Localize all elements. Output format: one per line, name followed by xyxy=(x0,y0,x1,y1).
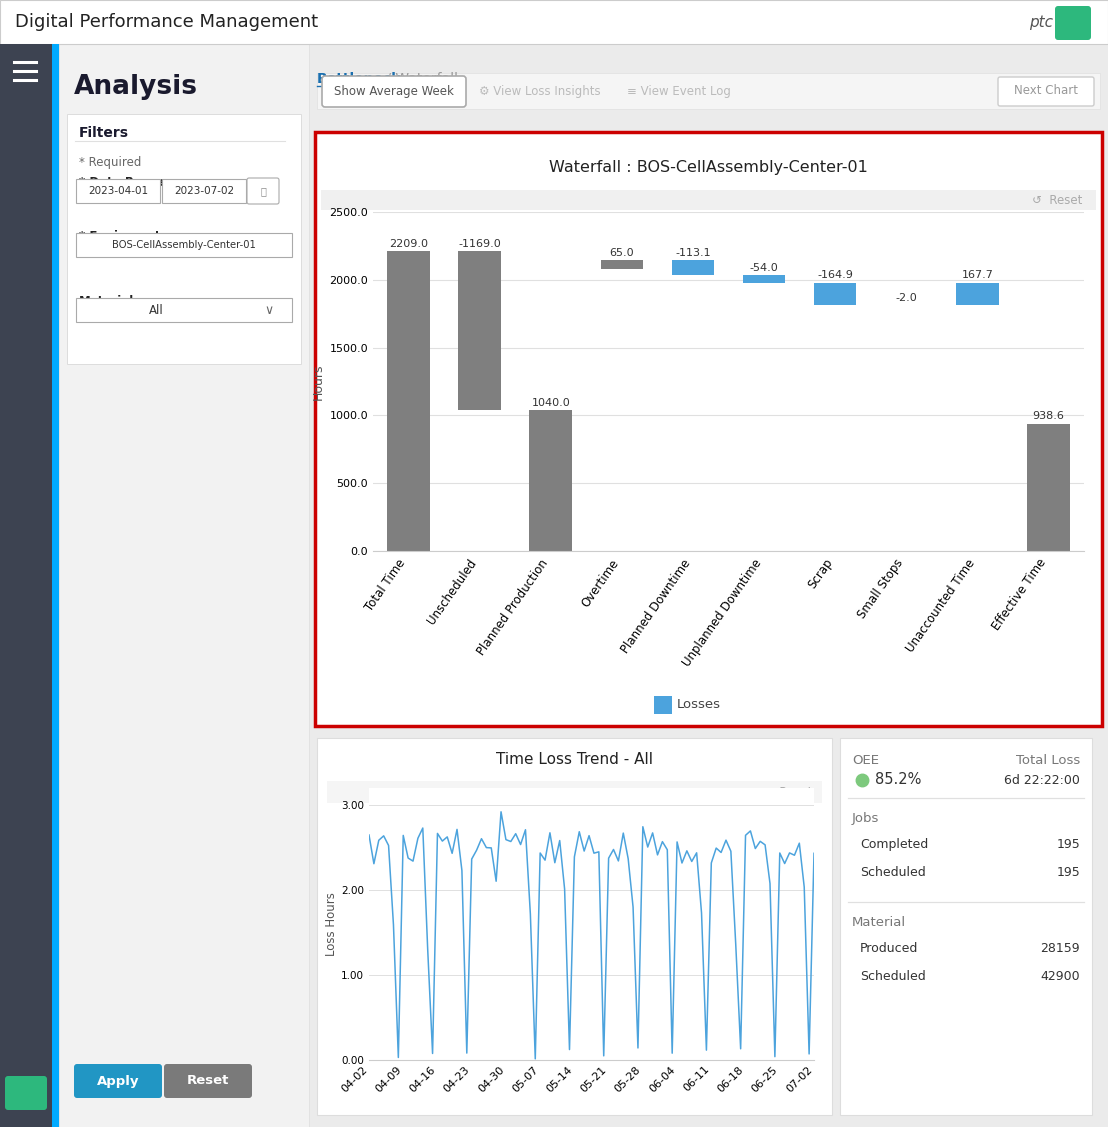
Y-axis label: Hours: Hours xyxy=(312,363,326,400)
Text: Bottleneck: Bottleneck xyxy=(317,72,401,86)
Text: ≡ View Event Log: ≡ View Event Log xyxy=(627,85,731,98)
FancyBboxPatch shape xyxy=(315,132,1102,726)
Text: ⊕: ⊕ xyxy=(737,786,747,799)
FancyBboxPatch shape xyxy=(6,1076,47,1110)
FancyBboxPatch shape xyxy=(1055,6,1091,39)
FancyBboxPatch shape xyxy=(317,738,832,1115)
Text: 1040.0: 1040.0 xyxy=(532,398,571,408)
FancyBboxPatch shape xyxy=(247,178,279,204)
Text: Digital Performance Management: Digital Performance Management xyxy=(16,14,318,32)
Text: Show Average Week: Show Average Week xyxy=(335,85,454,98)
FancyBboxPatch shape xyxy=(52,44,59,1127)
Bar xyxy=(459,251,501,410)
FancyBboxPatch shape xyxy=(327,781,822,804)
Bar xyxy=(601,260,643,269)
Text: Jobs: Jobs xyxy=(852,811,880,825)
FancyBboxPatch shape xyxy=(76,233,293,257)
Text: -1169.0: -1169.0 xyxy=(459,239,501,249)
Text: Produced: Produced xyxy=(860,942,919,955)
Text: Scheduled: Scheduled xyxy=(860,866,926,879)
Text: Waterfall : BOS-CellAssembly-Center-01: Waterfall : BOS-CellAssembly-Center-01 xyxy=(550,160,868,175)
Text: BOS-CellAssembly-Center-01: BOS-CellAssembly-Center-01 xyxy=(112,240,256,250)
Text: 195: 195 xyxy=(1056,866,1080,879)
Text: Losses: Losses xyxy=(677,699,720,711)
Bar xyxy=(530,410,572,551)
Text: Completed: Completed xyxy=(860,838,929,851)
Text: * Equipment: * Equipment xyxy=(79,230,161,243)
Text: Scheduled: Scheduled xyxy=(860,970,926,983)
Text: ⊖: ⊖ xyxy=(755,786,766,799)
Bar xyxy=(742,275,786,283)
Text: Material: Material xyxy=(852,916,906,929)
Text: Material: Material xyxy=(79,295,134,308)
Text: ⚙ View Loss Insights: ⚙ View Loss Insights xyxy=(479,85,601,98)
Text: Next Chart: Next Chart xyxy=(1014,85,1078,98)
Text: Reset: Reset xyxy=(187,1074,229,1088)
Text: Analysis: Analysis xyxy=(74,74,198,100)
FancyBboxPatch shape xyxy=(66,114,301,364)
Text: * Required: * Required xyxy=(79,156,142,169)
Text: Total Loss: Total Loss xyxy=(1016,754,1080,767)
Bar xyxy=(956,283,998,305)
Text: 938.6: 938.6 xyxy=(1033,411,1065,421)
Text: Filters: Filters xyxy=(79,126,129,140)
Bar xyxy=(387,251,430,551)
Y-axis label: Loss Hours: Loss Hours xyxy=(326,893,338,956)
Text: 42900: 42900 xyxy=(1040,970,1080,983)
Text: 85.2%: 85.2% xyxy=(875,772,922,788)
Text: Time Loss Trend - All: Time Loss Trend - All xyxy=(496,752,653,767)
Text: / Waterfall: / Waterfall xyxy=(382,72,458,86)
FancyBboxPatch shape xyxy=(76,298,293,322)
Text: All: All xyxy=(148,303,164,317)
FancyBboxPatch shape xyxy=(321,190,1096,210)
Text: 167.7: 167.7 xyxy=(962,270,993,281)
FancyBboxPatch shape xyxy=(74,1064,162,1098)
FancyBboxPatch shape xyxy=(162,179,246,203)
Text: ↺  Reset: ↺ Reset xyxy=(761,786,812,799)
Text: -2.0: -2.0 xyxy=(895,293,917,303)
Text: ⬛: ⬛ xyxy=(260,186,266,196)
Text: * Date Range: * Date Range xyxy=(79,176,166,189)
Text: -54.0: -54.0 xyxy=(750,263,779,273)
FancyBboxPatch shape xyxy=(59,44,309,1127)
Text: Apply: Apply xyxy=(96,1074,140,1088)
Text: 28159: 28159 xyxy=(1040,942,1080,955)
FancyBboxPatch shape xyxy=(0,0,1108,44)
Bar xyxy=(671,260,715,275)
Text: 2023-04-01: 2023-04-01 xyxy=(88,186,148,196)
Text: ∨: ∨ xyxy=(265,303,274,317)
FancyBboxPatch shape xyxy=(317,73,1100,109)
Bar xyxy=(813,283,856,305)
Text: -164.9: -164.9 xyxy=(818,270,853,281)
Bar xyxy=(1027,424,1070,551)
Text: 195: 195 xyxy=(1056,838,1080,851)
Text: 6d 22:22:00: 6d 22:22:00 xyxy=(1004,773,1080,787)
Text: -113.1: -113.1 xyxy=(675,248,710,258)
Text: ptc: ptc xyxy=(1029,15,1053,29)
FancyBboxPatch shape xyxy=(840,738,1092,1115)
FancyBboxPatch shape xyxy=(164,1064,252,1098)
FancyBboxPatch shape xyxy=(654,696,671,715)
FancyBboxPatch shape xyxy=(76,179,160,203)
FancyBboxPatch shape xyxy=(998,77,1094,106)
FancyBboxPatch shape xyxy=(322,76,466,107)
Text: ↺  Reset: ↺ Reset xyxy=(1032,194,1083,206)
Text: 2023-07-02: 2023-07-02 xyxy=(174,186,234,196)
FancyBboxPatch shape xyxy=(0,44,52,1127)
Text: OEE: OEE xyxy=(852,754,879,767)
Text: 2209.0: 2209.0 xyxy=(389,239,428,249)
Text: 65.0: 65.0 xyxy=(609,248,634,258)
